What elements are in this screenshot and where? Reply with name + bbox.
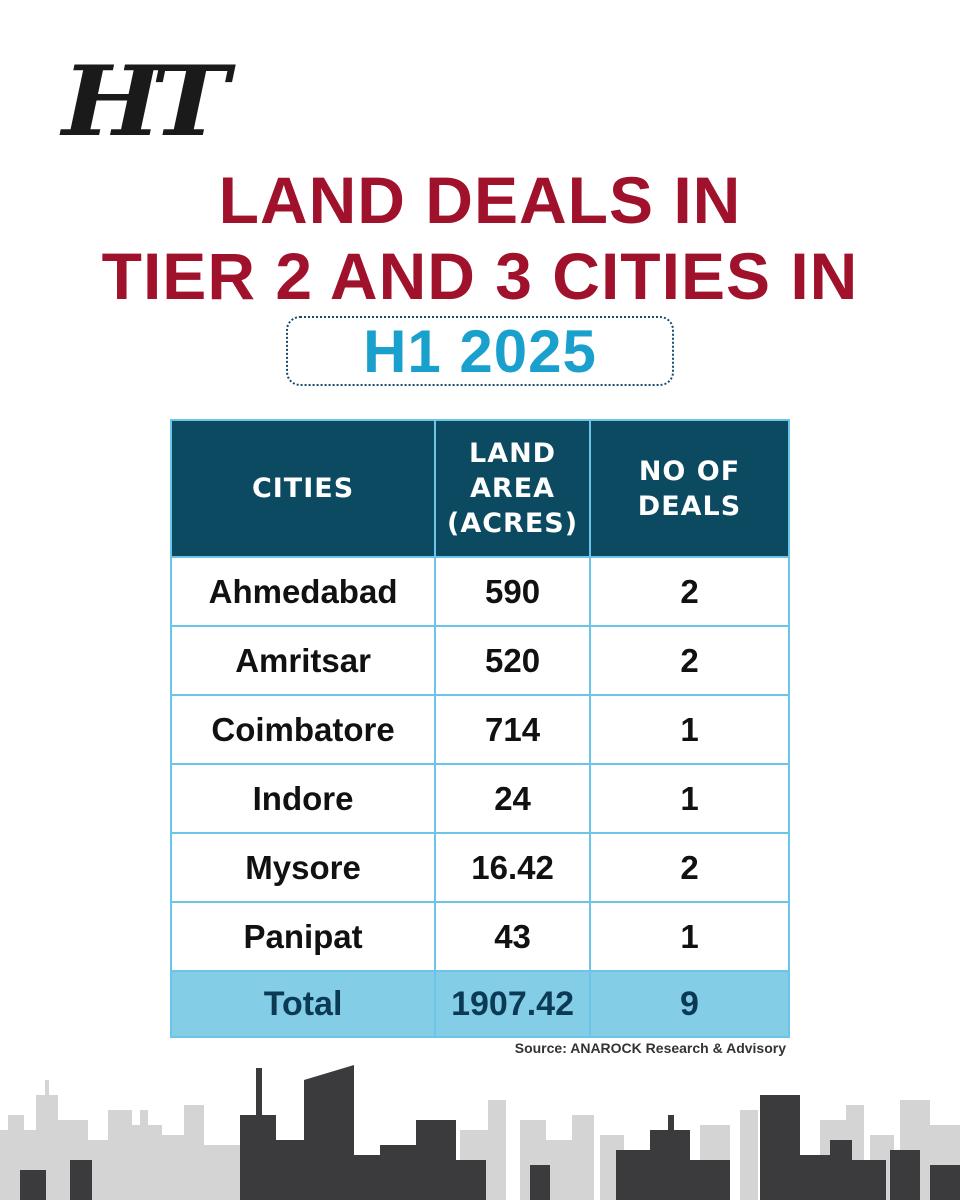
headline-line-1: LAND DEALS IN xyxy=(218,163,742,237)
table-row: Coimbatore 714 1 xyxy=(169,694,791,765)
total-land-area-cell: 1907.42 xyxy=(434,970,591,1038)
city-cell: Amritsar xyxy=(169,625,437,696)
header-cities-label: CITIES xyxy=(251,473,355,504)
city-cell: Coimbatore xyxy=(169,694,437,765)
land-area-cell: 714 xyxy=(434,694,591,765)
header-land-area: LAND AREA (ACRES) xyxy=(434,419,591,558)
land-deals-table: CITIES LAND AREA (ACRES) NO OF DEALS Ahm… xyxy=(169,419,791,1038)
deals-cell: 2 xyxy=(588,556,791,627)
deals-cell: 1 xyxy=(588,694,791,765)
total-row: Total 1907.42 9 xyxy=(169,970,791,1038)
total-label-cell: Total xyxy=(169,970,437,1038)
table-row: Panipat 43 1 xyxy=(169,901,791,972)
land-area-cell: 43 xyxy=(434,901,591,972)
city-cell: Panipat xyxy=(169,901,437,972)
land-area-cell: 520 xyxy=(434,625,591,696)
ht-logo: HT xyxy=(62,45,229,158)
header-no-of-deals: NO OF DEALS xyxy=(588,419,791,558)
table-row: Ahmedabad 590 2 xyxy=(169,556,791,627)
deals-cell: 2 xyxy=(588,625,791,696)
source-note: Source: ANAROCK Research & Advisory xyxy=(514,1040,786,1056)
land-area-cell: 16.42 xyxy=(434,832,591,903)
header-land-area-line-1: LAND xyxy=(468,438,557,469)
header-land-area-line-2: AREA xyxy=(470,473,556,504)
table-row: Amritsar 520 2 xyxy=(169,625,791,696)
city-cell: Indore xyxy=(169,763,437,834)
table-row: Indore 24 1 xyxy=(169,763,791,834)
period-label: H1 2025 xyxy=(363,317,597,385)
city-cell: Mysore xyxy=(169,832,437,903)
table-header-row: CITIES LAND AREA (ACRES) NO OF DEALS xyxy=(169,419,791,558)
header-land-area-line-3: (ACRES) xyxy=(447,508,579,539)
header-no-of-deals-label: NO OF DEALS xyxy=(637,455,742,522)
table-row: Mysore 16.42 2 xyxy=(169,832,791,903)
header-cities: CITIES xyxy=(169,419,437,558)
deals-cell: 1 xyxy=(588,763,791,834)
city-skyline-illustration xyxy=(0,1065,960,1200)
total-deals-cell: 9 xyxy=(588,970,791,1038)
headline-line-2: TIER 2 AND 3 CITIES IN xyxy=(101,239,859,313)
period-badge: H1 2025 xyxy=(286,316,674,386)
land-area-cell: 590 xyxy=(434,556,591,627)
city-cell: Ahmedabad xyxy=(169,556,437,627)
deals-cell: 2 xyxy=(588,832,791,903)
land-area-cell: 24 xyxy=(434,763,591,834)
deals-cell: 1 xyxy=(588,901,791,972)
